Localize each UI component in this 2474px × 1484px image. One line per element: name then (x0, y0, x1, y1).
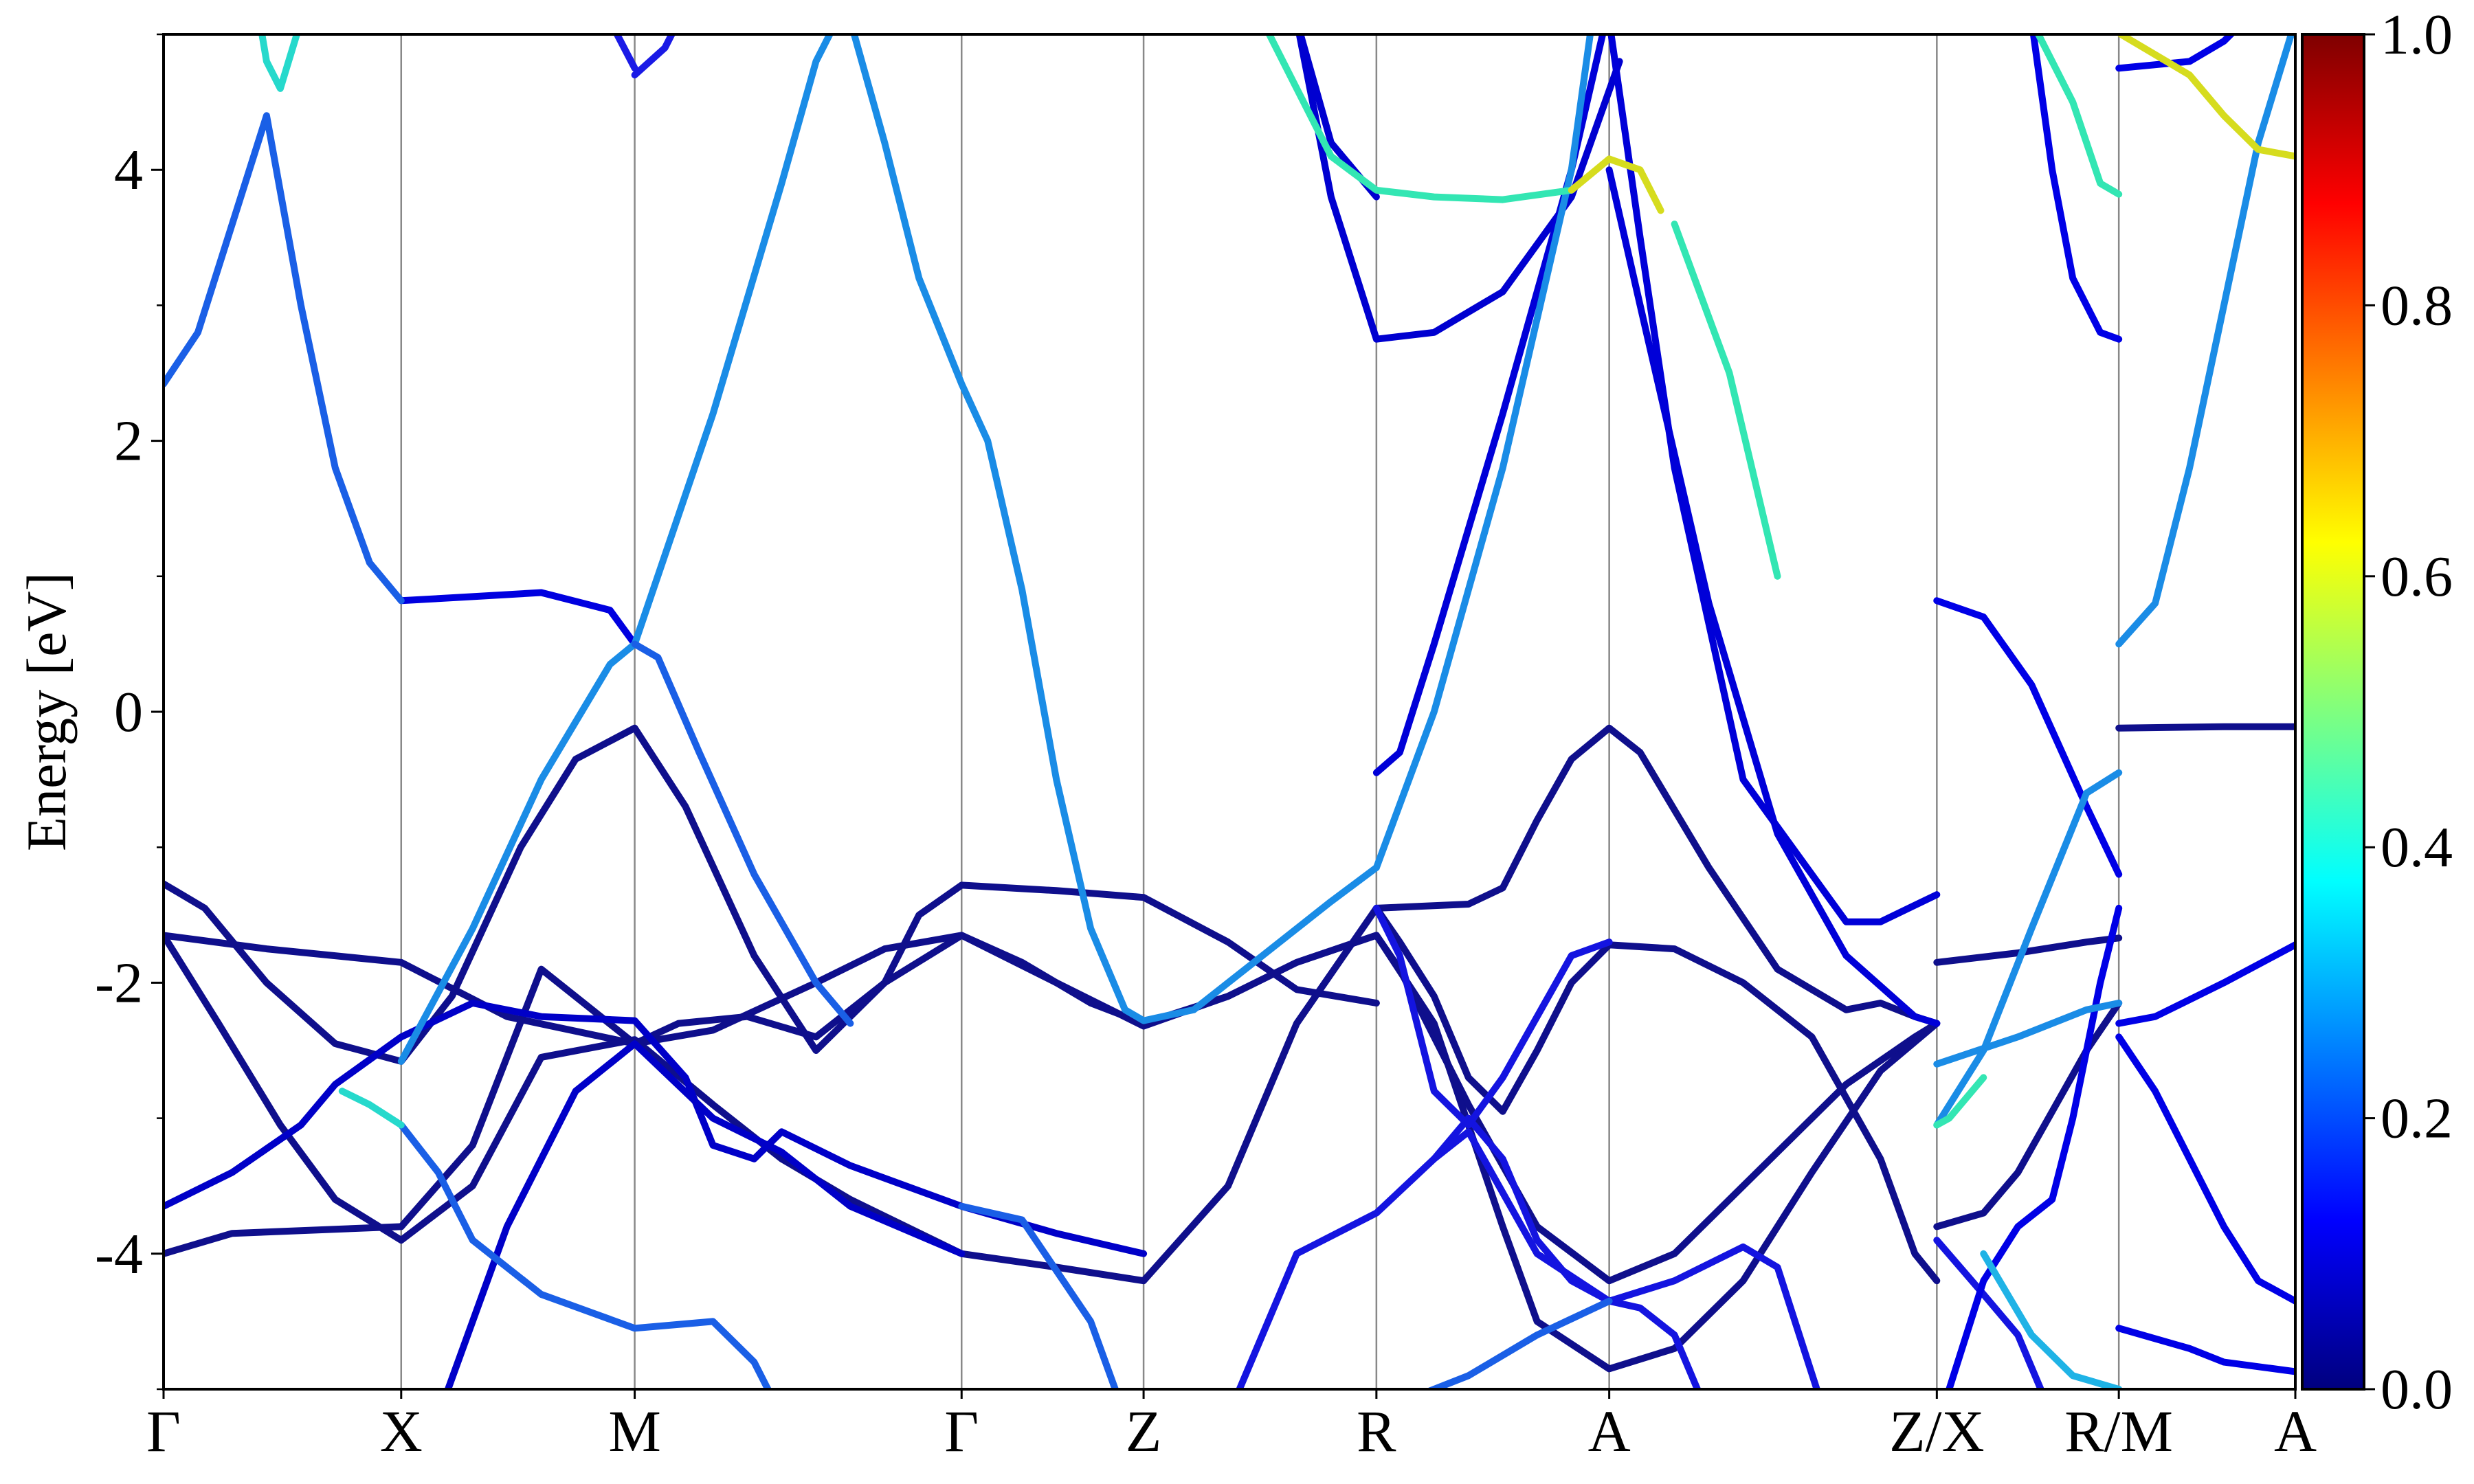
x-tick-label: R (1357, 1398, 1396, 1464)
x-tick-label: Z (1126, 1398, 1162, 1464)
band-line (2115, 1325, 2295, 1375)
band-line (2115, 941, 2295, 1027)
band-line (1933, 769, 2123, 1129)
band-line (444, 1040, 966, 1389)
band-line (850, 34, 1380, 1024)
band-line (613, 34, 638, 72)
band-line (2115, 34, 2236, 72)
y-axis-label: Energy [eV] (15, 572, 78, 851)
band-line (1607, 34, 1941, 925)
band-line (258, 34, 301, 92)
band-line (164, 724, 1380, 1065)
band-line (1425, 1297, 1613, 1389)
band-line (1372, 34, 1594, 871)
band-lines (164, 34, 2295, 1389)
colorbar-gradient (2301, 33, 2365, 1391)
band-line (1265, 34, 1575, 203)
colorbar: 0.0 0.2 0.4 0.6 0.8 1.0 (2301, 3, 2453, 1421)
x-tick-label: R/M (2064, 1398, 2173, 1464)
band-line (1372, 904, 1613, 1129)
x-tick-label: A (1588, 1398, 1631, 1464)
band-line (1372, 904, 1941, 1285)
colorbar-tick-label: 0.8 (2381, 273, 2453, 337)
band-line (631, 34, 676, 79)
colorbar-tick-label: 0.2 (2381, 1087, 2453, 1151)
band-line (1295, 34, 1623, 343)
colorbar-tick-label: 0.6 (2381, 545, 2453, 609)
y-tick-label: 0 (114, 680, 143, 744)
band-line (397, 1121, 772, 1389)
y-tick-label: 4 (114, 138, 143, 202)
colorbar-ticks: 0.0 0.2 0.4 0.6 0.8 1.0 (2364, 3, 2453, 1421)
band-line (1430, 1128, 1820, 1389)
band-line (397, 589, 638, 648)
band-line (2034, 34, 2123, 198)
y-tick-label: -2 (95, 951, 143, 1015)
band-line (1568, 155, 1664, 214)
band-line (1605, 166, 1941, 1027)
band-line (2029, 34, 2123, 343)
colorbar-tick-label: 1.0 (2381, 3, 2453, 67)
x-tick-label: X (380, 1398, 423, 1464)
y-tick-label: 2 (114, 409, 143, 473)
band-line (1933, 1000, 2123, 1230)
band-line (164, 932, 1941, 1373)
x-axis-kpoint-labels: Γ X M Γ Z R A Z/X R/M A (146, 1389, 2317, 1464)
kpoint-gridlines (400, 34, 2120, 1389)
y-tick-label: -4 (95, 1222, 143, 1286)
band-line (1236, 1114, 1702, 1389)
band-line (164, 112, 405, 605)
band-line (1671, 221, 1781, 580)
band-line (2115, 723, 2295, 732)
band-line (1933, 934, 2123, 966)
band-line (958, 1202, 1119, 1389)
band-line (1933, 1074, 1987, 1129)
band-line (2115, 1033, 2295, 1305)
x-tick-label: Γ (146, 1398, 181, 1464)
band-line (2117, 34, 2295, 160)
band-line (631, 640, 854, 1027)
band-line (1933, 597, 2123, 878)
band-line (338, 1088, 405, 1129)
x-tick-label: A (2274, 1398, 2317, 1464)
x-tick-label: Γ (944, 1398, 979, 1464)
band-line (1980, 1250, 2123, 1389)
y-axis-ticks: -4 -2 0 2 4 (95, 33, 164, 1391)
band-line (164, 724, 1941, 1285)
x-tick-label: M (608, 1398, 660, 1464)
band-line (1933, 1237, 2045, 1389)
colorbar-tick-label: 0.0 (2381, 1358, 2453, 1421)
band-line (164, 1000, 1148, 1257)
band-line (2115, 34, 2295, 648)
band-line (1933, 1000, 2123, 1068)
band-line (1946, 904, 2123, 1389)
colorbar-tick-label: 0.4 (2381, 816, 2453, 879)
x-tick-label: Z/X (1889, 1398, 1985, 1464)
